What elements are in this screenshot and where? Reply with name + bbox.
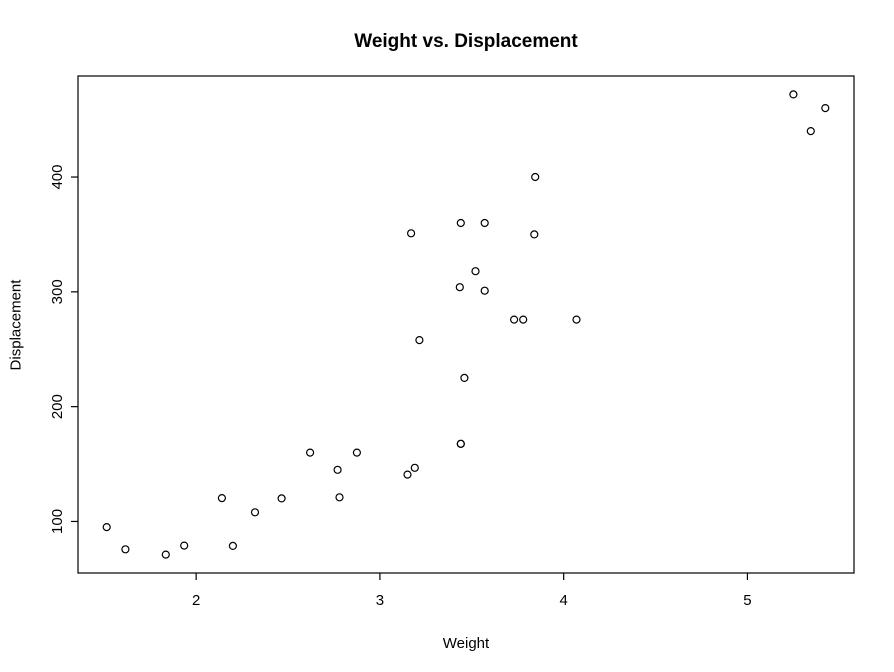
x-tick-label: 2 [192, 592, 200, 609]
data-point [217, 494, 226, 503]
data-point [121, 545, 130, 554]
data-point [480, 218, 489, 228]
x-tick-label: 4 [559, 592, 567, 609]
data-point [519, 315, 528, 324]
axis-ticks: 2 3 4 5 100 200 300 400 [49, 165, 751, 609]
data-points [102, 90, 830, 559]
data-point [456, 218, 465, 228]
plot-title: Weight vs. Displacement [354, 31, 578, 52]
data-point [250, 508, 260, 517]
data-point [806, 127, 815, 136]
data-point [403, 470, 412, 479]
data-point [460, 373, 469, 382]
data-point [455, 283, 464, 292]
x-tick-label: 5 [743, 592, 751, 609]
data-point [531, 172, 540, 182]
data-point [180, 541, 189, 550]
data-point [333, 465, 342, 474]
x-tick-label: 3 [376, 592, 384, 609]
data-point [456, 439, 465, 448]
data-point [161, 550, 170, 559]
x-axis-label: Weight [443, 635, 490, 652]
data-point [335, 493, 344, 502]
y-tick-label: 200 [49, 394, 66, 419]
data-point [415, 336, 424, 345]
data-point [821, 103, 830, 113]
data-point [228, 541, 237, 551]
data-point [306, 448, 315, 457]
y-tick-label: 100 [49, 509, 66, 534]
data-point [572, 315, 581, 324]
data-point [530, 230, 539, 239]
data-point [102, 522, 111, 532]
data-point [352, 448, 361, 457]
plot-frame [77, 75, 855, 574]
data-point [789, 90, 798, 99]
data-point [407, 229, 416, 238]
data-point [509, 315, 519, 324]
plot-border [77, 75, 855, 574]
y-axis-label: Displacement [7, 279, 24, 371]
data-point [480, 286, 489, 295]
data-point [277, 494, 286, 503]
data-point [471, 267, 480, 276]
y-tick-label: 300 [49, 279, 66, 304]
y-tick-label: 400 [49, 165, 66, 190]
data-point [410, 463, 419, 472]
